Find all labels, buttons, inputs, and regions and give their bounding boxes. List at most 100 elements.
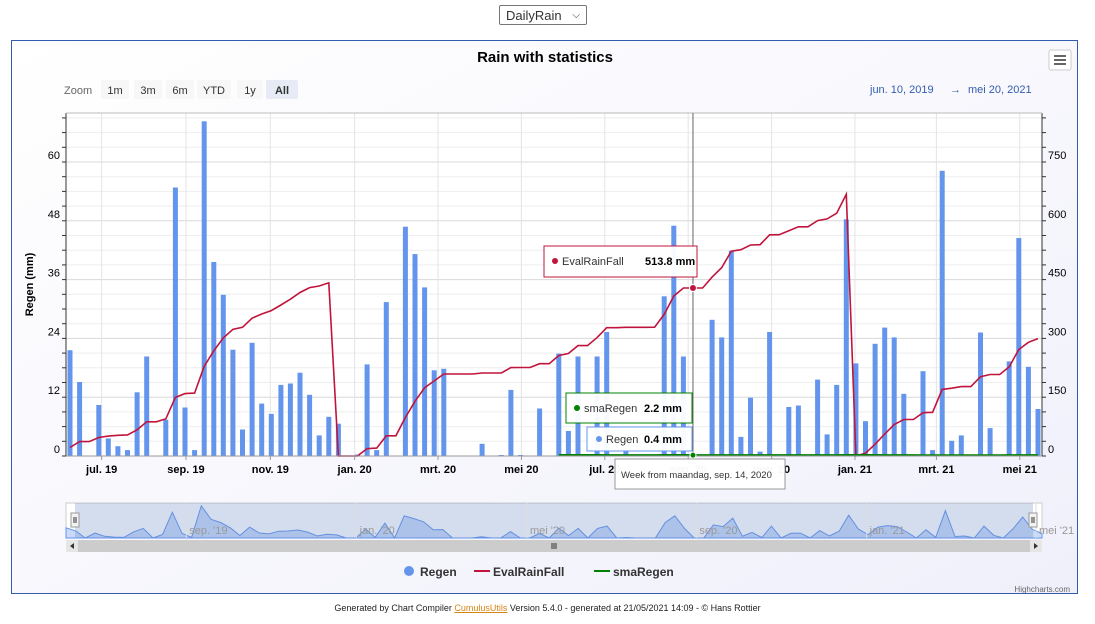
regen-bar: [268, 413, 274, 456]
scroll-right-button[interactable]: [1030, 540, 1042, 552]
regen-bar: [326, 416, 332, 456]
x-tick-label: jul. 20: [588, 464, 620, 476]
regen-bar: [671, 225, 677, 456]
regen-bar: [211, 262, 217, 456]
zoom-button-all[interactable]: All: [266, 80, 298, 99]
tooltip-regen-series: Regen: [606, 434, 638, 446]
series-lines: [69, 191, 1039, 458]
cumulusutils-link[interactable]: CumulusUtils: [454, 603, 508, 613]
x-tick-label: mrt. 21: [918, 464, 954, 476]
regen-bar: [249, 342, 255, 456]
regen-bar: [335, 423, 341, 456]
range-arrow: →: [950, 84, 961, 96]
regen-bar: [556, 353, 562, 456]
y2-tick-label: 750: [1048, 150, 1066, 162]
regen-bar: [412, 254, 418, 456]
crosshair: [688, 113, 697, 459]
regen-bar: [67, 350, 73, 456]
y2-tick-label: 450: [1048, 268, 1066, 280]
regen-bar: [661, 296, 667, 456]
regen-bar: [508, 389, 514, 456]
navigator-label: sep. '19: [189, 525, 227, 537]
chart-selector[interactable]: DailyRain ⌵: [499, 5, 587, 25]
legend-symbol: [404, 566, 414, 576]
y-tick-label: 60: [48, 150, 60, 162]
regen-bar: [719, 337, 725, 456]
zoom-button-bg: [101, 80, 129, 99]
chart-title: Rain with statistics: [477, 49, 613, 66]
tooltip-regen-value: 0.4 mm: [644, 434, 682, 446]
navigator[interactable]: sep. '19 jan. '20 mei '20 sep. '20 jan. '21 m…: [65, 502, 1074, 540]
regen-bar: [96, 405, 102, 456]
scrollbar[interactable]: [66, 540, 1042, 552]
y-tick-label: 0: [54, 444, 60, 456]
x-tick-label: mei 21: [1003, 464, 1037, 476]
regen-bar: [374, 450, 380, 456]
zoom-button-bg: [237, 80, 263, 99]
tooltip-eval-series: EvalRainFall: [562, 256, 624, 268]
regen-bar: [441, 368, 447, 456]
regen-bar: [891, 337, 897, 456]
footer: Generated by Chart Compiler CumulusUtils…: [0, 603, 1095, 613]
regen-bar: [383, 302, 389, 456]
navigator-handle-right[interactable]: [1028, 512, 1038, 528]
regen-bar: [623, 451, 629, 456]
regen-bar: [125, 450, 130, 456]
legend-item-regen[interactable]: Regen: [404, 565, 457, 579]
zoom-button-label: YTD: [203, 85, 225, 97]
zoom-button-label: 6m: [172, 85, 187, 97]
navigator-handle-left[interactable]: [70, 512, 80, 528]
legend-label: Regen: [420, 565, 457, 579]
regen-bar: [402, 226, 408, 456]
regen-bar: [738, 436, 744, 456]
regen-bar: [163, 419, 169, 456]
chevron-down-icon: ⌵: [572, 10, 580, 21]
regen-bar: [259, 403, 265, 456]
legend-item-evalrainfall[interactable]: EvalRainFall: [474, 565, 564, 579]
x-tick-label: mei 20: [504, 464, 538, 476]
y-tick-label: 36: [48, 268, 60, 280]
regen-bar: [901, 393, 907, 456]
regen-bar: [748, 397, 753, 456]
zoom-button-label: 1y: [244, 85, 256, 97]
zoom-button-ytd[interactable]: YTD: [197, 80, 231, 99]
regen-bar: [537, 408, 543, 456]
regen-bar: [77, 382, 83, 456]
grid: [66, 113, 1042, 457]
handle-box: [1028, 512, 1038, 528]
x-tick-label: jan. 21: [837, 464, 872, 476]
navigator-label: mei '21: [1039, 525, 1074, 537]
regen-bar: [949, 440, 955, 456]
y-axis-label: Regen (mm): [24, 252, 36, 316]
credits[interactable]: Highcharts.com: [1014, 585, 1070, 593]
regen-bar: [767, 332, 773, 456]
regen-bar: [872, 343, 878, 456]
zoom-button-6m[interactable]: 6m: [166, 80, 194, 99]
regen-bar: [316, 435, 322, 456]
context-menu-button[interactable]: [1048, 49, 1072, 71]
x-tick-label: jan. 20: [337, 464, 372, 476]
tooltip-regen: Regen 0.4 mm: [586, 426, 693, 452]
chart-container: Rain with statistics Zoom 1m 3m 6m YTD 1y All…: [11, 40, 1078, 594]
legend-label: EvalRainFall: [493, 565, 564, 579]
zoom-button-1m[interactable]: 1m: [101, 80, 129, 99]
range-to[interactable]: mei 20, 2021: [968, 84, 1032, 96]
legend-item-smaregen[interactable]: smaRegen: [594, 565, 674, 579]
regen-bar: [144, 356, 150, 456]
scroll-left-button[interactable]: [66, 540, 78, 552]
regen-bar: [479, 443, 485, 457]
range-from[interactable]: jun. 10, 2019: [869, 84, 934, 96]
evalrainfall-line: [69, 191, 1039, 458]
tooltip-eval: EvalRainFall 513.8 mm: [543, 245, 698, 278]
navigator-label: jan. '20: [359, 525, 395, 537]
tooltip-sma: smaRegen 2.2 mm: [565, 392, 693, 424]
x-tick-label: sep. 19: [167, 464, 204, 476]
regen-bar: [307, 394, 313, 457]
regen-bar: [930, 450, 936, 456]
zoom-button-3m[interactable]: 3m: [134, 80, 162, 99]
regen-bar: [987, 428, 993, 456]
regen-bar: [882, 327, 888, 456]
x-tick-label: jul. 19: [85, 464, 117, 476]
regen-bar: [786, 407, 792, 456]
zoom-button-1y[interactable]: 1y: [237, 80, 263, 99]
